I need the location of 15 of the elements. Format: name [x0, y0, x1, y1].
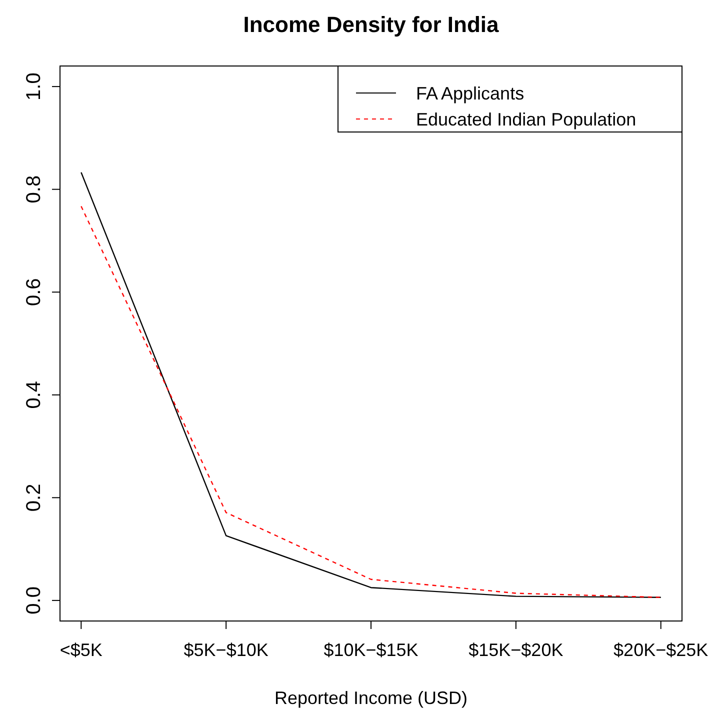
y-tick-label: 0.4 [23, 380, 45, 409]
x-tick-label: $10K−$15K [324, 640, 418, 660]
x-axis-title: Reported Income (USD) [274, 688, 468, 708]
y-tick-label: 0.2 [23, 484, 45, 512]
legend-label: FA Applicants [416, 83, 524, 104]
y-tick-label: 0.0 [23, 586, 45, 614]
y-tick-label: 0.8 [23, 175, 45, 204]
y-tick-label: 1.0 [23, 72, 45, 100]
y-tick-label: 0.6 [23, 278, 45, 306]
x-tick-label: $20K−$25K [614, 640, 708, 660]
legend-label: Educated Indian Population [416, 109, 636, 130]
x-tick-label: $5K−$10K [184, 640, 268, 660]
chart-title: Income Density for India [243, 12, 500, 37]
x-tick-label: <$5K [60, 640, 102, 660]
x-tick-label: $15K−$20K [468, 640, 564, 660]
